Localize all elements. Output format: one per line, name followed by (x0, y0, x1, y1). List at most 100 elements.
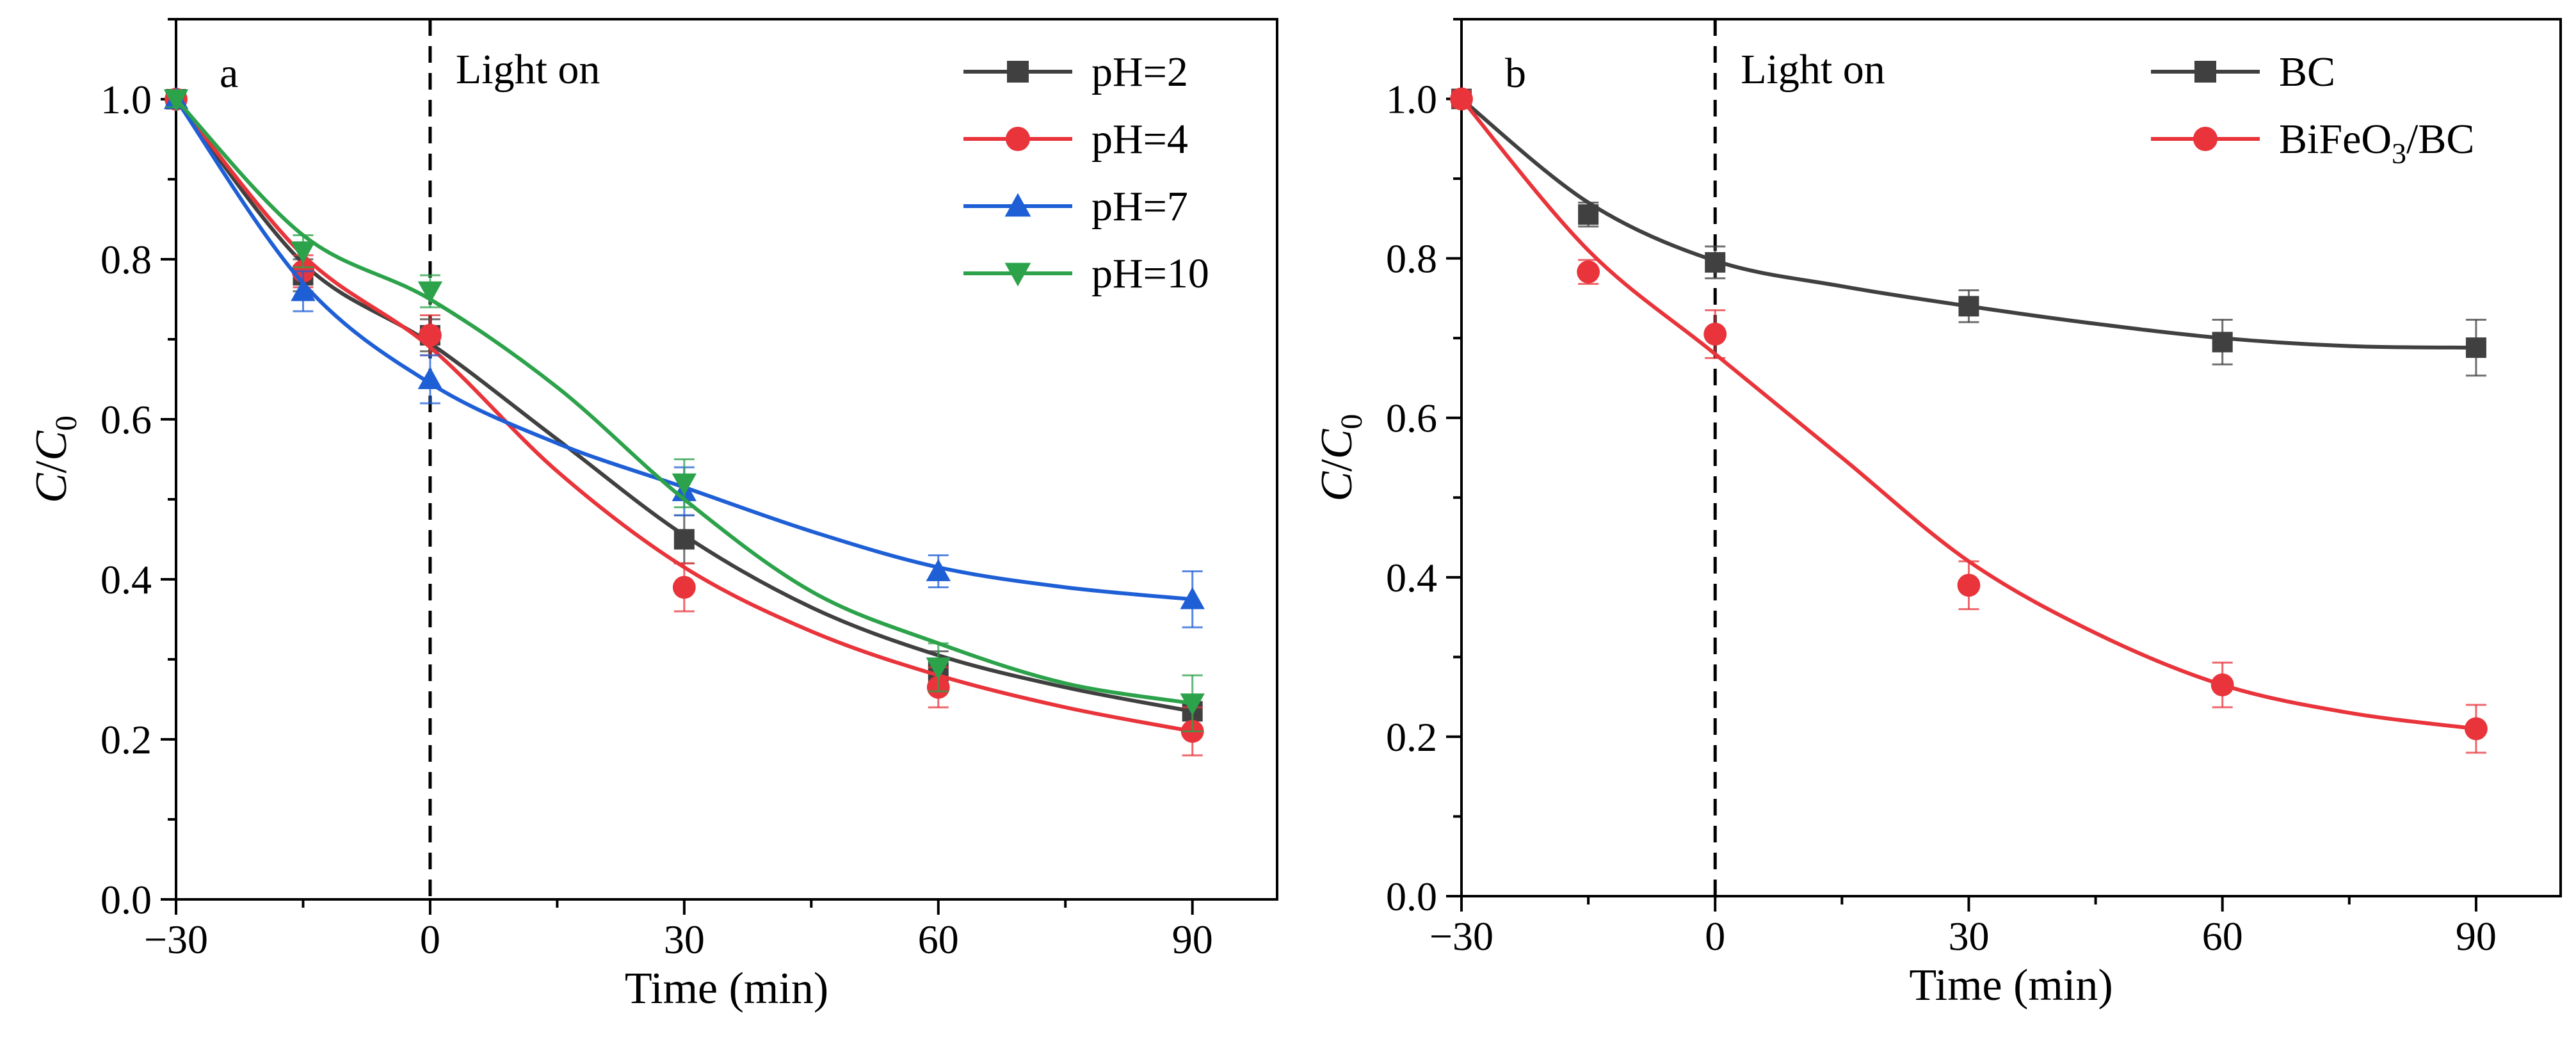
legend-item: pH=4 (963, 116, 1188, 163)
series-BiFeO3/BC (1450, 87, 2488, 754)
fit-line (174, 98, 1193, 602)
legend-marker (2194, 61, 2216, 83)
x-tick-label: 60 (918, 917, 959, 962)
y-axis-title-main: C (1312, 470, 1362, 501)
series-pH=2 (166, 89, 1203, 728)
data-point (1577, 260, 1600, 284)
data-point (2465, 717, 2488, 741)
legend-item: pH=10 (963, 250, 1209, 297)
legend-label-tail: /BC (2406, 116, 2474, 163)
plot-frame (175, 18, 1278, 901)
y-axis-title-main: C (27, 472, 76, 503)
data-point (673, 529, 695, 550)
fit-line (174, 98, 1193, 714)
legend-label-subscript: 3 (2392, 137, 2406, 170)
data-point (417, 281, 443, 304)
legend-label-main: pH=4 (1091, 116, 1188, 163)
x-tick-label: −30 (144, 917, 208, 962)
legend-label: pH=7 (1091, 183, 1188, 230)
data-point (672, 473, 697, 496)
legend-label-main: pH=7 (1091, 183, 1188, 230)
light-on-annotation: Light on (456, 46, 600, 93)
x-tick-label: 90 (2456, 913, 2497, 959)
data-point (291, 241, 316, 264)
x-tick-label: −30 (1429, 913, 1493, 959)
legend: pH=2 pH=4 pH=7 pH=10 (963, 49, 1209, 297)
legend-item: BC (2151, 49, 2335, 95)
legend-marker (1007, 61, 1029, 83)
panel-a: −30 0 30 60 90 0.0 0.2 0.4 0.6 0.8 1.0 Time (min) C/… (27, 18, 1278, 1013)
data-point (1180, 693, 1205, 716)
data-point (1705, 252, 1726, 273)
legend-marker (1005, 126, 1031, 152)
data-point (926, 657, 951, 680)
legend-marker (1004, 262, 1031, 287)
series-pH=4 (165, 88, 1204, 757)
x-tick-label: 30 (664, 917, 705, 962)
light-on-annotation: Light on (1741, 46, 1885, 93)
panel-label: b (1505, 50, 1526, 97)
data-point (163, 89, 189, 112)
y-axis-title-denominator: C (1312, 428, 1362, 459)
data-point (926, 559, 951, 581)
data-point (1450, 87, 1473, 111)
fit-line (174, 97, 1193, 705)
y-tick-label: 0.4 (101, 557, 152, 602)
y-axis-title-slash: / (27, 460, 76, 473)
y-tick-label: 0.2 (101, 717, 152, 762)
data-point (2210, 673, 2234, 696)
legend-label-main: BiFeO (2279, 116, 2392, 163)
x-tick-label: 60 (2202, 913, 2243, 959)
data-point (2465, 337, 2486, 358)
y-tick-label: 1.0 (1386, 77, 1437, 122)
legend-label-main: BC (2279, 49, 2335, 95)
y-tick-label: 0.0 (1386, 874, 1437, 919)
y-tick-label: 0.6 (101, 397, 152, 442)
data-point (1180, 587, 1205, 609)
data-point (1703, 323, 1727, 346)
x-tick-label: 90 (1172, 917, 1213, 962)
data-point (672, 575, 696, 599)
x-tick-label: 0 (420, 917, 440, 962)
series-pH=10 (163, 89, 1205, 732)
y-tick-label: 0.0 (101, 877, 152, 922)
x-tick-label: 0 (1705, 913, 1725, 959)
y-tick-label: 0.4 (1386, 555, 1437, 600)
legend-label: pH=2 (1091, 49, 1188, 95)
legend-marker (1004, 193, 1031, 217)
legend-item: pH=7 (963, 183, 1188, 230)
data-point (291, 278, 316, 301)
y-axis-title-subscript: 0 (1335, 414, 1369, 430)
x-tick-label: 30 (1948, 913, 1989, 959)
legend-marker (2193, 126, 2218, 152)
legend-label: pH=10 (1091, 250, 1209, 297)
legend-label: BC (2279, 49, 2335, 95)
data-point (1957, 574, 1981, 597)
data-point (419, 323, 442, 347)
fit-line (174, 98, 1193, 734)
fit-line (1460, 97, 2477, 731)
legend-item: BiFeO3/BC (2151, 116, 2474, 170)
y-axis-title-subscript: 0 (49, 415, 83, 431)
y-axis-title-denominator: C (27, 430, 76, 461)
legend-label-main: pH=10 (1091, 250, 1209, 297)
y-tick-label: 0.2 (1386, 714, 1437, 760)
y-tick-label: 1.0 (101, 77, 152, 122)
legend-label: pH=4 (1091, 116, 1188, 163)
plot-frame (1460, 18, 2562, 897)
y-tick-label: 0.8 (101, 237, 152, 282)
legend-label: BiFeO3/BC (2279, 116, 2474, 170)
legend-item: pH=2 (963, 49, 1188, 95)
y-tick-label: 0.6 (1386, 396, 1437, 441)
y-tick-label: 0.8 (1386, 236, 1437, 282)
data-point (417, 367, 443, 389)
legend: BC BiFeO3/BC (2151, 49, 2474, 170)
x-axis-title: Time (min) (1909, 961, 2113, 1010)
data-point (1578, 204, 1599, 225)
series-BC (1451, 88, 2486, 377)
legend-label-main: pH=2 (1091, 49, 1188, 95)
data-point (2212, 332, 2233, 353)
y-axis-title: C/C0 (1312, 414, 1369, 502)
